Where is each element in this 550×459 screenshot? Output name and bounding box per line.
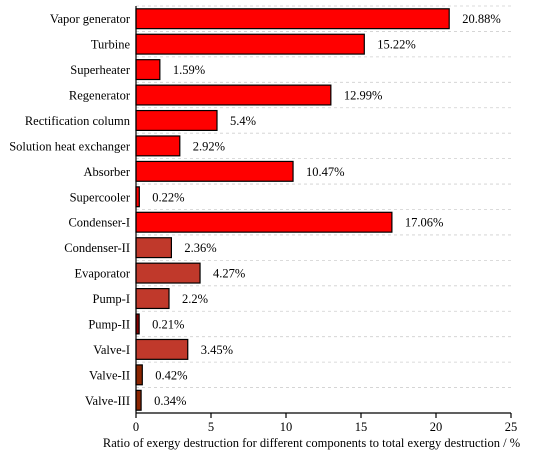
value-label: 5.4% <box>230 114 256 128</box>
value-label: 15.22% <box>377 38 416 52</box>
value-label: 0.42% <box>155 368 187 382</box>
value-label: 17.06% <box>405 216 444 230</box>
bar-pump-i <box>135 288 170 310</box>
bar-valve-i <box>135 338 189 360</box>
category-label: Regenerator <box>69 89 131 103</box>
bar-turbine <box>135 33 365 55</box>
x-tick-label: 5 <box>208 420 214 434</box>
value-label: 10.47% <box>306 165 345 179</box>
value-label: 12.99% <box>344 89 383 103</box>
value-label: 2.92% <box>193 139 225 153</box>
category-label: Absorber <box>83 165 130 179</box>
category-label: Pump-II <box>88 317 130 331</box>
value-label: 0.21% <box>152 317 184 331</box>
x-tick-label: 25 <box>505 420 518 434</box>
bar-vapor-generator <box>135 8 450 30</box>
category-label: Vapor generator <box>50 12 131 26</box>
category-label: Valve-III <box>85 394 130 408</box>
bar-solution-heat-exchanger <box>135 135 181 157</box>
value-label: 3.45% <box>201 343 233 357</box>
bar-evaporator <box>135 262 201 284</box>
category-label: Valve-II <box>89 368 130 382</box>
bar-valve-iii <box>135 389 142 411</box>
category-label: Evaporator <box>74 267 130 281</box>
category-label: Condenser-I <box>68 216 130 230</box>
value-label: 1.59% <box>173 63 205 77</box>
x-tick-label: 15 <box>355 420 368 434</box>
bar-regenerator <box>135 84 332 106</box>
x-tick-label: 20 <box>430 420 443 434</box>
x-axis-title: Ratio of exergy destruction for differen… <box>103 436 520 450</box>
category-label: Condenser-II <box>64 241 130 255</box>
category-label: Superheater <box>70 63 131 77</box>
bar-rectification-column <box>135 109 218 131</box>
bar-absorber <box>135 160 294 182</box>
value-label: 2.2% <box>182 292 208 306</box>
value-label: 20.88% <box>462 12 501 26</box>
value-label: 0.34% <box>154 394 186 408</box>
value-label: 4.27% <box>213 267 245 281</box>
x-tick-label: 10 <box>280 420 293 434</box>
value-label: 2.36% <box>184 241 216 255</box>
category-label: Valve-I <box>93 343 130 357</box>
bar-superheater <box>135 59 161 81</box>
bar-valve-ii <box>135 364 143 386</box>
bar-condenser-ii <box>135 237 173 259</box>
category-label: Turbine <box>91 38 131 52</box>
value-label: 0.22% <box>152 190 184 204</box>
category-label: Rectification column <box>25 114 131 128</box>
bar-condenser-i <box>135 211 393 233</box>
category-label: Solution heat exchanger <box>9 139 131 153</box>
category-label: Pump-I <box>93 292 131 306</box>
x-tick-label: 0 <box>133 420 139 434</box>
category-label: Supercooler <box>70 190 131 204</box>
